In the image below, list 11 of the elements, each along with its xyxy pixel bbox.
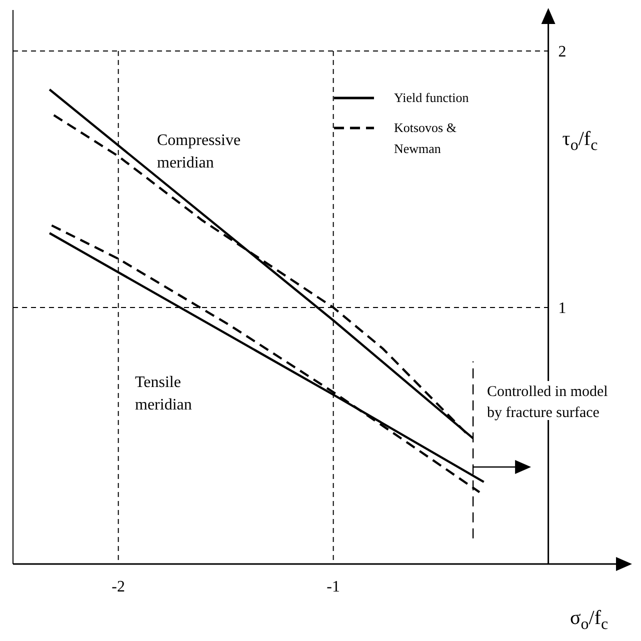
y-axis-title: τ$_{o}$/f$_{c}$ bbox=[562, 128, 598, 154]
x-tick-label: -2 bbox=[112, 578, 126, 596]
annotation: Compressive meridian bbox=[157, 132, 241, 172]
x-tick-label: -1 bbox=[326, 578, 340, 596]
legend-label: Kotsovos & Newman bbox=[394, 119, 458, 158]
annotation: Tensile meridian bbox=[135, 374, 192, 414]
annotation: Controlled in model by fracture surface bbox=[487, 384, 608, 421]
x-axis-title: σ$_{o}$/f$_{c}$ bbox=[570, 607, 608, 633]
y-tick-label: 2 bbox=[558, 44, 566, 61]
y-tick-label: 1 bbox=[558, 300, 566, 318]
legend-label: Yield function bbox=[394, 89, 470, 107]
